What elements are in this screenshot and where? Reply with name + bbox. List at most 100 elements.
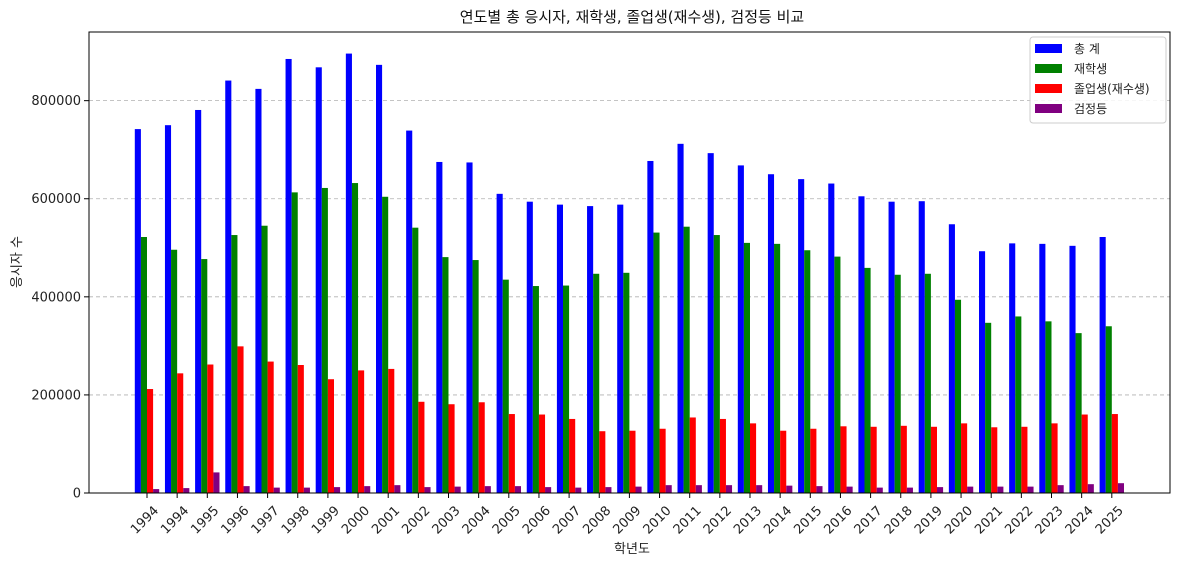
bar--2017 xyxy=(864,267,871,493)
bar--2015 xyxy=(798,179,805,493)
x-tick-label: 2005 xyxy=(490,503,524,537)
bar--2020 xyxy=(954,299,962,493)
bar--1994 xyxy=(153,489,160,493)
legend-swatch xyxy=(1035,44,1062,53)
bar--2024 xyxy=(1075,333,1082,493)
bar--2012 xyxy=(707,153,714,493)
bar--2025 xyxy=(1099,237,1106,493)
bar--2008 xyxy=(593,273,600,493)
bar--2002 xyxy=(418,401,425,493)
bar--2009 xyxy=(623,272,630,493)
bar--2000 xyxy=(364,486,371,493)
bar--2010 xyxy=(647,160,654,494)
x-tick-label: 2025 xyxy=(1093,503,1127,537)
bar--2000 xyxy=(351,183,359,494)
bar--2002 xyxy=(406,130,413,493)
bar--2005 xyxy=(508,414,515,493)
bar--1999 xyxy=(334,487,341,493)
bar--2004 xyxy=(478,402,485,493)
x-tick-label: 1994 xyxy=(158,503,192,537)
bar--2003 xyxy=(448,404,455,493)
bar--2010 xyxy=(665,485,672,493)
bar--1994 xyxy=(171,249,178,493)
y-tick-label: 600000 xyxy=(31,192,81,207)
bar--2011 xyxy=(677,143,684,493)
legend-swatch xyxy=(1035,64,1062,73)
bar--2002 xyxy=(424,487,431,493)
bar--2022 xyxy=(1015,316,1022,493)
bar--2003 xyxy=(442,257,449,493)
bar--2002 xyxy=(412,227,419,493)
bar--2004 xyxy=(484,486,491,493)
bar--2024 xyxy=(1087,484,1094,493)
bar--1996 xyxy=(243,486,250,493)
plot-frame xyxy=(88,31,1171,494)
bar--2017 xyxy=(858,196,865,494)
bars xyxy=(134,53,1124,494)
bar--1996 xyxy=(237,346,244,493)
bar--2007 xyxy=(575,487,582,493)
x-tick-label: 2022 xyxy=(1002,503,1036,537)
x-tick-label: 2018 xyxy=(882,503,916,537)
bar--1995 xyxy=(201,259,208,493)
legend-box xyxy=(1029,36,1167,124)
grid-lines xyxy=(89,100,1170,396)
bar--2020 xyxy=(967,486,974,493)
bar--2025 xyxy=(1105,326,1112,493)
bar--2024 xyxy=(1081,414,1088,493)
bar--2022 xyxy=(1021,426,1028,493)
bar--2020 xyxy=(961,423,968,493)
bar--2025 xyxy=(1111,414,1118,493)
x-tick-label: 2007 xyxy=(550,503,584,537)
x-tick-label: 2024 xyxy=(1063,503,1097,537)
bar--2011 xyxy=(683,226,690,493)
bar--2023 xyxy=(1039,243,1046,493)
bar--2012 xyxy=(725,485,733,493)
y-tick-label: 400000 xyxy=(31,290,81,305)
bar--2007 xyxy=(563,285,570,493)
bar--1995 xyxy=(195,109,202,493)
bar--2019 xyxy=(937,487,944,493)
x-tick-label: 2004 xyxy=(460,503,494,537)
bar--2003 xyxy=(436,161,443,493)
x-tick-label: 2000 xyxy=(339,503,373,537)
bar--2006 xyxy=(545,487,552,493)
y-axis: 0 200000 400000 600000 800000 xyxy=(31,94,89,502)
bar--2008 xyxy=(605,487,612,493)
bar--2021 xyxy=(985,322,992,493)
bar--2014 xyxy=(786,485,793,493)
bar--2012 xyxy=(713,235,720,494)
bar--2013 xyxy=(750,423,757,493)
bar--2021 xyxy=(991,427,998,493)
bar--2001 xyxy=(376,64,383,494)
bar--2010 xyxy=(659,428,666,493)
bar--2018 xyxy=(888,201,895,493)
bar--1997 xyxy=(273,487,280,493)
bar--2017 xyxy=(870,426,877,493)
bar--2009 xyxy=(617,204,624,493)
bar--2014 xyxy=(767,174,775,493)
y-tick-label: 200000 xyxy=(31,388,81,403)
y-tick-label: 800000 xyxy=(31,94,81,109)
bar--1998 xyxy=(285,58,292,493)
bar--2021 xyxy=(979,251,986,493)
bar--2019 xyxy=(918,201,925,493)
x-tick-label: 2023 xyxy=(1033,503,1067,537)
x-tick-label: 2003 xyxy=(430,503,464,537)
x-tick-label: 2012 xyxy=(701,503,735,537)
bar--2016 xyxy=(834,256,841,493)
bar--2015 xyxy=(810,428,817,493)
bar--2019 xyxy=(930,426,937,493)
x-tick-label: 1994 xyxy=(128,503,162,537)
bar--2016 xyxy=(828,183,835,494)
bar--2000 xyxy=(345,53,352,493)
bar--2013 xyxy=(743,242,750,493)
x-tick-label: 2014 xyxy=(761,503,795,537)
x-tick-label: 1996 xyxy=(218,503,252,537)
bar--2009 xyxy=(635,486,642,493)
bar--2011 xyxy=(695,485,702,493)
bar--2015 xyxy=(816,486,823,493)
x-tick-label: 2010 xyxy=(641,503,675,537)
x-tick-label: 2021 xyxy=(972,503,1006,537)
